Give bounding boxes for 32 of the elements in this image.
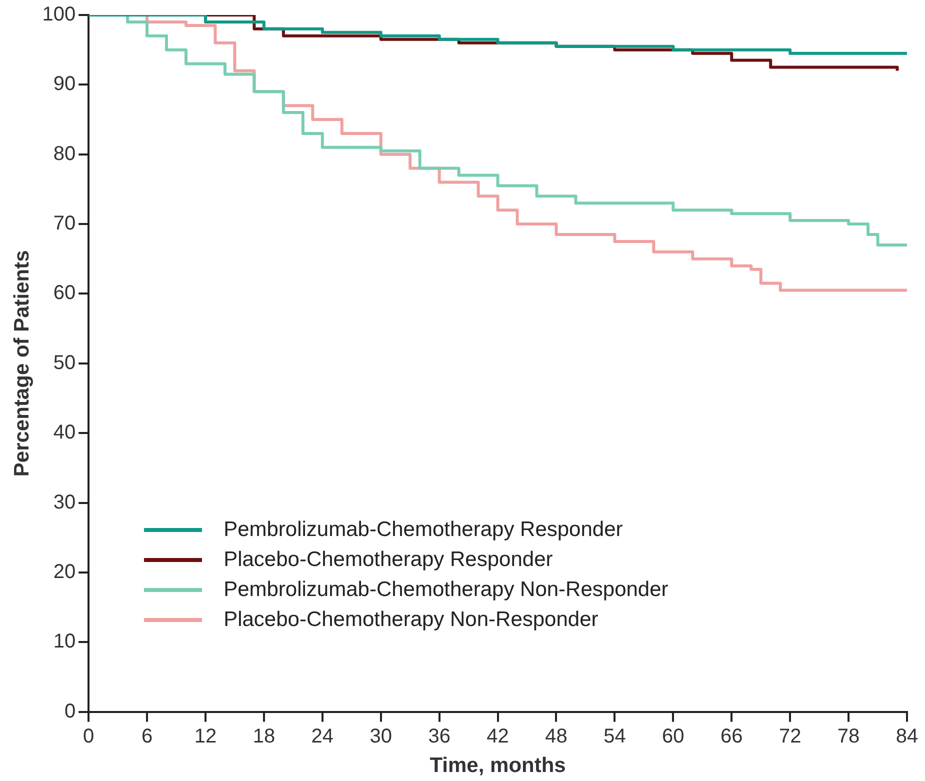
y-axis-title: Percentage of Patients [10,250,34,477]
x-tick-label: 66 [720,725,743,748]
x-tick-label: 72 [778,725,802,748]
y-tick-label: 30 [53,491,76,514]
legend-label: Placebo-Chemotherapy Responder [224,548,553,572]
x-tick-label: 0 [83,725,94,748]
x-tick-label: 60 [662,725,684,748]
x-tick-label: 6 [141,725,153,748]
y-tick-label: 10 [53,630,76,653]
y-tick-label: 0 [64,700,76,722]
y-tick-label: 80 [53,142,76,165]
y-tick-label: 70 [53,212,76,235]
y-tick-label: 20 [53,560,76,583]
x-tick-label: 18 [252,725,276,748]
y-tick-label: 100 [42,4,76,26]
x-tick-label: 24 [311,725,334,748]
x-tick-label: 84 [896,725,918,748]
legend-label: Placebo-Chemotherapy Non-Responder [224,608,598,632]
legend-label: Pembrolizumab-Chemotherapy Responder [224,518,623,542]
x-tick-label: 54 [604,725,626,748]
x-tick-label: 78 [837,725,860,748]
x-tick-label: 42 [486,725,509,748]
y-tick-label: 50 [53,352,76,374]
x-tick-label: 12 [194,725,217,748]
y-tick-label: 90 [53,73,76,96]
x-tick-label: 30 [370,725,392,748]
x-tick-label: 48 [545,725,568,748]
x-tick-label: 36 [428,725,450,748]
y-tick-label: 40 [53,422,76,444]
y-tick-label: 60 [53,282,76,304]
x-axis-title: Time, months [430,754,566,778]
legend-label: Pembrolizumab-Chemotherapy Non-Responder [224,578,668,602]
